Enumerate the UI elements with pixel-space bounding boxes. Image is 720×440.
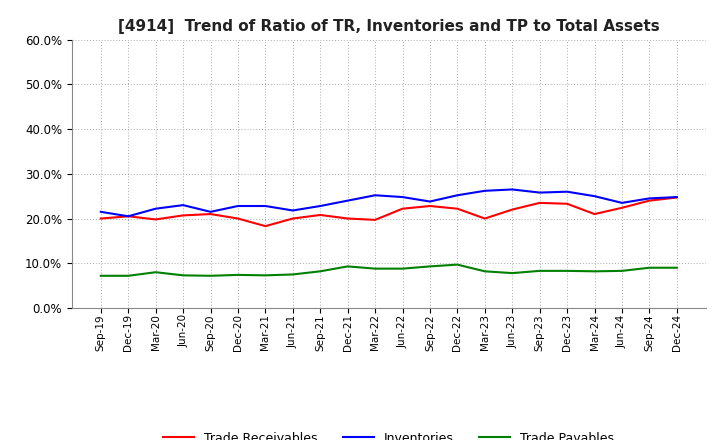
Inventories xyxy=(645,196,654,201)
Trade Receivables xyxy=(371,217,379,223)
Inventories xyxy=(233,203,242,209)
Trade Receivables xyxy=(343,216,352,221)
Inventories xyxy=(590,194,599,199)
Line: Trade Payables: Trade Payables xyxy=(101,264,677,276)
Inventories xyxy=(398,194,407,200)
Inventories xyxy=(536,190,544,195)
Trade Payables xyxy=(563,268,572,274)
Trade Payables xyxy=(371,266,379,271)
Title: [4914]  Trend of Ratio of TR, Inventories and TP to Total Assets: [4914] Trend of Ratio of TR, Inventories… xyxy=(118,19,660,34)
Trade Receivables xyxy=(590,211,599,216)
Line: Inventories: Inventories xyxy=(101,190,677,216)
Trade Payables xyxy=(426,264,434,269)
Trade Receivables xyxy=(672,195,681,200)
Trade Receivables xyxy=(645,198,654,203)
Trade Payables xyxy=(672,265,681,270)
Inventories xyxy=(289,208,297,213)
Inventories xyxy=(426,199,434,204)
Inventories xyxy=(96,209,105,214)
Trade Receivables xyxy=(151,217,160,222)
Trade Payables xyxy=(124,273,132,279)
Trade Receivables xyxy=(398,206,407,211)
Trade Payables xyxy=(618,268,626,274)
Trade Payables xyxy=(316,269,325,274)
Inventories xyxy=(124,214,132,219)
Inventories xyxy=(618,200,626,205)
Trade Receivables xyxy=(179,213,187,218)
Trade Payables xyxy=(536,268,544,274)
Inventories xyxy=(508,187,516,192)
Trade Payables xyxy=(453,262,462,267)
Trade Payables xyxy=(398,266,407,271)
Trade Receivables xyxy=(261,224,270,229)
Trade Receivables xyxy=(96,216,105,221)
Inventories xyxy=(206,209,215,214)
Trade Receivables xyxy=(618,205,626,210)
Inventories xyxy=(151,206,160,211)
Legend: Trade Receivables, Inventories, Trade Payables: Trade Receivables, Inventories, Trade Pa… xyxy=(158,427,619,440)
Trade Receivables xyxy=(289,216,297,221)
Inventories xyxy=(371,193,379,198)
Trade Payables xyxy=(480,269,489,274)
Trade Receivables xyxy=(453,206,462,211)
Inventories xyxy=(480,188,489,194)
Trade Payables xyxy=(96,273,105,279)
Inventories xyxy=(343,198,352,203)
Trade Receivables xyxy=(536,200,544,205)
Trade Payables xyxy=(343,264,352,269)
Trade Receivables xyxy=(508,207,516,212)
Trade Payables xyxy=(289,272,297,277)
Trade Receivables xyxy=(480,216,489,221)
Inventories xyxy=(316,203,325,209)
Inventories xyxy=(453,193,462,198)
Trade Receivables xyxy=(124,214,132,219)
Trade Payables xyxy=(151,270,160,275)
Trade Receivables xyxy=(316,213,325,218)
Trade Payables xyxy=(261,273,270,278)
Inventories xyxy=(179,202,187,208)
Trade Receivables xyxy=(233,216,242,221)
Trade Payables xyxy=(233,272,242,278)
Trade Receivables xyxy=(206,211,215,216)
Trade Payables xyxy=(206,273,215,279)
Trade Payables xyxy=(508,271,516,276)
Inventories xyxy=(563,189,572,194)
Trade Payables xyxy=(645,265,654,270)
Trade Payables xyxy=(179,273,187,278)
Trade Receivables xyxy=(563,201,572,206)
Inventories xyxy=(261,203,270,209)
Inventories xyxy=(672,194,681,200)
Line: Trade Receivables: Trade Receivables xyxy=(101,198,677,226)
Trade Payables xyxy=(590,269,599,274)
Trade Receivables xyxy=(426,203,434,209)
